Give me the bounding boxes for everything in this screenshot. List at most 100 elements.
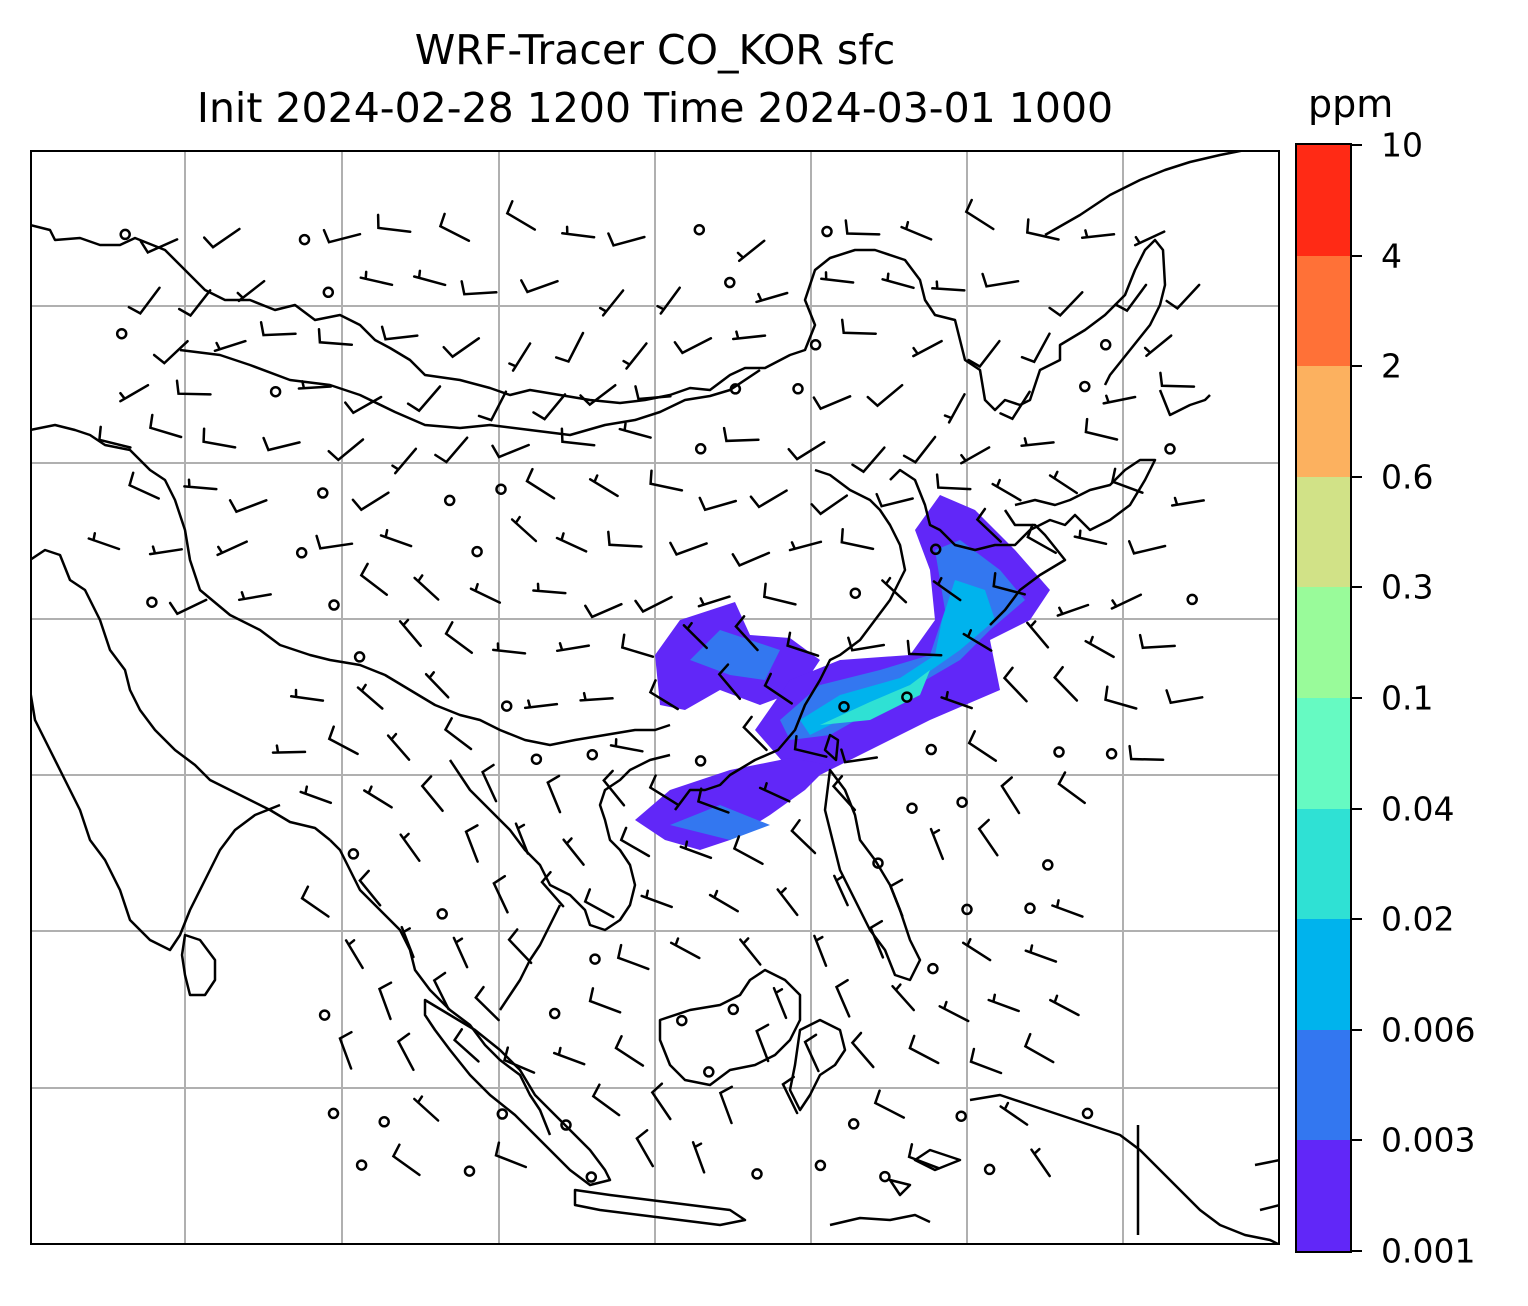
wind-barb xyxy=(420,775,444,813)
wind-barb xyxy=(177,289,212,318)
wind-barb xyxy=(359,270,394,287)
calm-wind-marker xyxy=(809,339,822,351)
wind-barb xyxy=(1127,540,1167,555)
wind-barb xyxy=(562,837,585,866)
wind-barb xyxy=(579,691,614,702)
wind-barb xyxy=(1159,371,1196,388)
wind-barb xyxy=(999,1101,1029,1126)
wind-barb xyxy=(1143,334,1173,358)
wind-barb xyxy=(900,220,933,241)
wind-barb xyxy=(840,527,875,551)
colorbar-tick xyxy=(1350,918,1362,921)
wind-barb xyxy=(300,885,330,918)
wind-barb xyxy=(961,937,992,962)
wind-barb xyxy=(379,528,413,548)
wind-barb xyxy=(891,983,916,1012)
wind-barb xyxy=(1080,229,1116,239)
wind-barb xyxy=(514,822,530,855)
wind-barb xyxy=(391,1143,421,1177)
colorbar-tick-label: 4 xyxy=(1381,236,1402,276)
wind-barb xyxy=(869,919,885,959)
calm-wind-marker xyxy=(694,755,707,767)
wind-barb xyxy=(1000,776,1021,815)
wind-barb xyxy=(396,1032,415,1072)
wind-barb xyxy=(749,489,788,509)
calm-wind-marker xyxy=(1053,746,1065,758)
wind-barb xyxy=(781,1075,799,1115)
wind-barb xyxy=(127,286,161,316)
wind-barb xyxy=(237,591,272,602)
map-gridlines xyxy=(30,150,1280,1245)
wind-barb xyxy=(607,530,643,548)
calm-wind-marker xyxy=(906,802,918,814)
wind-barb xyxy=(358,869,382,907)
wind-barb xyxy=(614,1035,645,1067)
wind-barb xyxy=(873,1089,906,1119)
calm-wind-marker xyxy=(955,1110,967,1122)
wind-barb xyxy=(609,738,644,753)
calm-wind-marker xyxy=(548,1007,561,1020)
calm-wind-marker xyxy=(586,748,599,761)
wind-barb xyxy=(763,672,793,705)
wind-barb xyxy=(999,390,1031,421)
wind-barb xyxy=(635,1129,655,1168)
wind-barb xyxy=(616,943,650,971)
wind-barb xyxy=(491,443,530,459)
wind-barbs xyxy=(87,198,1205,1183)
wind-barb xyxy=(1110,593,1143,610)
wind-barb xyxy=(228,499,268,514)
wind-barb xyxy=(474,985,500,1022)
wind-barb xyxy=(1048,291,1084,318)
wind-barb xyxy=(967,730,998,762)
wind-barb xyxy=(351,491,390,512)
wind-barb xyxy=(491,642,527,655)
wind-barb xyxy=(1084,417,1119,441)
wind-barb xyxy=(1102,394,1137,405)
wind-barb xyxy=(943,393,966,424)
wind-barb xyxy=(477,390,508,422)
wind-barb xyxy=(788,540,823,552)
calm-wind-marker xyxy=(347,848,360,860)
wind-barb xyxy=(322,228,362,244)
colorbar-segment xyxy=(1297,365,1350,477)
wind-barb xyxy=(552,1046,586,1066)
wind-barb xyxy=(967,339,1001,369)
wind-barb xyxy=(359,562,389,596)
wind-barb xyxy=(503,1046,536,1074)
wind-barb xyxy=(1056,603,1090,617)
calm-wind-marker xyxy=(355,1159,368,1171)
wind-barb xyxy=(755,1023,770,1063)
wind-barb xyxy=(698,496,738,512)
wind-barb xyxy=(620,633,655,658)
wind-barb xyxy=(139,238,179,254)
wind-barb xyxy=(412,269,447,287)
calm-wind-marker xyxy=(295,547,308,559)
colorbar-segment xyxy=(1297,255,1350,367)
wind-barb xyxy=(236,279,266,303)
wind-barb xyxy=(584,602,623,619)
wind-barb xyxy=(602,769,626,807)
wind-barb xyxy=(881,576,908,604)
wind-barb xyxy=(640,889,673,909)
wind-barb xyxy=(259,321,297,337)
wind-barb xyxy=(579,383,617,407)
wind-barb xyxy=(634,595,673,614)
wind-barb xyxy=(406,385,442,413)
wind-barb xyxy=(560,427,596,447)
wind-barb xyxy=(622,342,648,370)
wind-barb xyxy=(619,826,651,858)
calm-wind-marker xyxy=(792,383,804,395)
calm-wind-marker xyxy=(676,1014,688,1027)
wind-barb xyxy=(906,639,943,657)
wind-barb xyxy=(1165,283,1201,311)
calm-wind-marker xyxy=(927,962,939,975)
colorbar-tick-label: 0.02 xyxy=(1381,899,1455,939)
wind-barb xyxy=(98,425,132,449)
wind-barb xyxy=(731,551,771,567)
wind-barb xyxy=(742,715,768,752)
wind-barb xyxy=(400,925,415,959)
wind-barb xyxy=(992,572,1026,596)
colorbar-segment xyxy=(1297,476,1350,588)
calm-wind-marker xyxy=(729,383,742,395)
wind-barb xyxy=(847,636,886,652)
